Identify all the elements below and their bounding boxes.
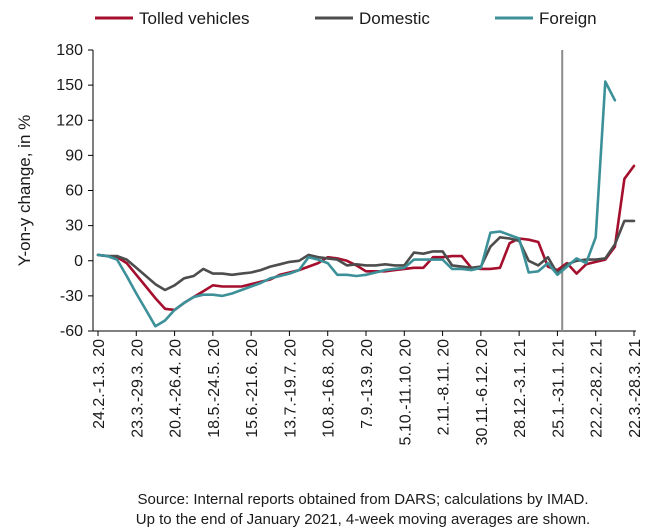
y-tick-label: 90	[65, 147, 83, 164]
y-tick-label: -60	[60, 323, 83, 340]
source-note-line1: Source: Internal reports obtained from D…	[137, 491, 588, 508]
y-tick-label: 120	[56, 112, 83, 129]
x-tick-label: 18.5.-24.5. 20	[206, 339, 223, 438]
source-note-line2: Up to the end of January 2021, 4-week mo…	[136, 511, 590, 528]
x-tick-label: 2.11.-8.11. 20	[436, 339, 453, 435]
x-tick-label: 7.9.-13.9. 20	[359, 339, 376, 429]
legend-label: Foreign	[539, 9, 597, 28]
legend-label: Tolled vehicles	[139, 9, 250, 28]
x-tick-label: 30.11.-6.12. 20	[474, 339, 491, 446]
series-line-tolled-vehicles	[96, 164, 636, 312]
x-tick-label: 22.3.-28.3. 21	[627, 339, 644, 438]
x-tick-label: 22.2.-28.2. 21	[589, 339, 606, 438]
x-tick-label: 5.10.-11.10. 20	[397, 339, 414, 446]
x-tick-label: 10.8.-16.8. 20	[321, 339, 338, 438]
y-tick-label: 60	[65, 183, 83, 200]
x-tick-label: 28.12.-3.1. 21	[512, 339, 529, 438]
y-axis-title: Y-on-y change, in %	[15, 115, 34, 267]
y-tick-label: 150	[56, 77, 83, 94]
x-tick-label: 15.6.-21.6. 20	[244, 339, 261, 438]
y-tick-label: -30	[60, 288, 83, 305]
x-tick-label: 25.1.-31.1. 21	[550, 339, 567, 438]
legend-label: Domestic	[359, 9, 430, 28]
x-tick-label: 13.7.-19.7. 20	[282, 339, 299, 438]
y-tick-label: 30	[65, 218, 83, 235]
series-line-domestic	[96, 219, 636, 292]
series-line-foreign	[96, 80, 617, 328]
x-tick-label: 23.3.-29.3. 20	[129, 339, 146, 438]
y-tick-label: 0	[74, 253, 83, 270]
x-tick-label: 24.2.-1.3. 20	[91, 339, 108, 429]
x-tick-label: 20.4.-26.4. 20	[168, 339, 185, 438]
y-tick-label: 180	[56, 42, 83, 59]
